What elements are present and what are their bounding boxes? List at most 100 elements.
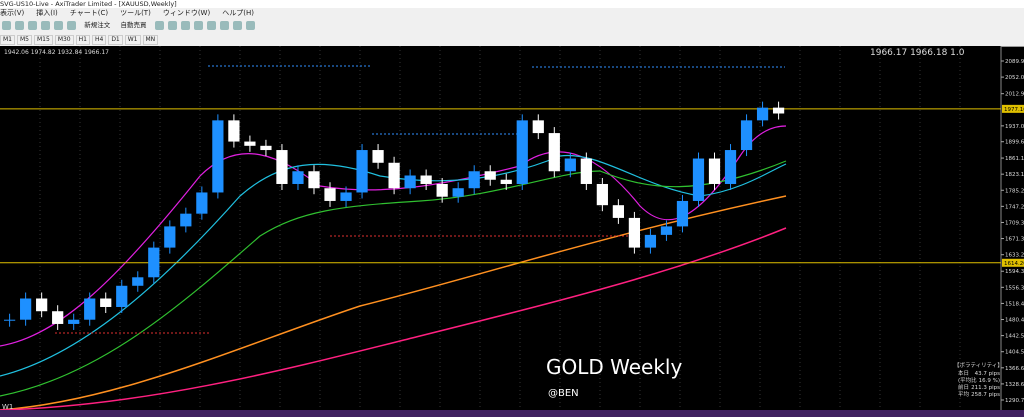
price-label: 1899.65 [1005,140,1024,146]
candle [580,158,592,184]
window-title: SVG-US10-Live - AxiTrader Limited - [XAU… [0,0,177,8]
menu-item[interactable]: 表示(V) [0,9,25,17]
timeframe-button[interactable]: M15 [34,35,53,45]
timeframe-button[interactable]: M5 [17,35,32,45]
icon[interactable] [28,21,37,30]
volatility-label: 本日 [958,369,969,377]
icon[interactable] [154,21,164,30]
timeframe-button[interactable]: M1 [0,35,15,45]
candle [724,150,737,184]
price-label: 2052.00 [1005,75,1024,81]
volatility-label: 前日 [958,383,969,391]
price-label: 1823.15 [1005,172,1024,178]
candle [484,171,496,180]
menu-item[interactable]: ツール(T) [120,9,151,17]
level-label: 1977.10 [1004,107,1024,113]
icon[interactable] [245,21,255,30]
volatility-value: 16.9 %) [979,378,1000,384]
volatility-panel: 【ボラティリティ】本日 43.7 pips(平均比 16.9 %) 前日 211.3 p… [954,361,1003,398]
icon[interactable] [67,21,76,30]
timeframe-label: W1 [2,403,13,411]
candle [116,285,128,307]
timeframe-button[interactable]: H1 [75,35,90,45]
price-label: 1937.00 [1005,124,1024,130]
timeframe-button[interactable]: D1 [108,35,123,45]
price-label: 2012.90 [1005,92,1024,98]
candle [68,319,80,324]
candle [132,277,144,286]
price-label: 1785.20 [1005,188,1024,194]
volatility-value: 258.7 pips [971,392,1000,398]
candle [228,120,240,142]
icon[interactable] [2,21,11,30]
candle [36,298,48,312]
menu-item[interactable]: 挿入(I) [36,9,58,17]
candle [276,150,288,184]
icon[interactable] [219,21,229,30]
timeframe-button[interactable]: W1 [124,35,141,45]
auto-trade-button[interactable]: 自動売買 [120,21,147,29]
price-label: 1671.35 [1005,237,1024,243]
candle [676,200,689,227]
candle [212,120,224,193]
candle [324,188,336,201]
candle [308,171,320,189]
candle [628,217,641,248]
price-label: 1747.25 [1005,204,1024,210]
candle [404,175,416,189]
price-label: 1290.70 [1005,398,1024,404]
icon[interactable] [54,21,63,30]
icon[interactable] [193,21,203,30]
candle [644,234,657,248]
timeframe-button[interactable]: MN [142,35,159,45]
candle [388,162,400,189]
candle [196,192,208,214]
icon[interactable] [180,21,190,30]
icon[interactable] [206,21,216,30]
price-label: 1328.65 [1005,382,1024,388]
icon[interactable] [232,21,242,30]
candle [660,226,673,235]
timeframe-button[interactable]: H4 [91,35,107,45]
ma-line [0,227,787,411]
price-highlight [1002,258,1024,267]
price-label: 2089.95 [1005,59,1024,65]
candle [452,188,464,197]
timeframe-button[interactable]: M30 [54,35,74,45]
candle [100,298,112,307]
candle [436,183,448,197]
volatility-title: 【ボラティリティ】 [954,361,1003,369]
candle [548,133,560,172]
new-order-button[interactable]: 新規注文 [84,21,111,29]
candle [148,247,160,278]
price-label: 1518.40 [1005,301,1024,307]
title-bar: SVG-US10-Live - AxiTrader Limited - [XAU… [0,0,1024,8]
icon[interactable] [167,21,177,30]
icon[interactable] [41,21,50,30]
tab-strip [0,410,1024,417]
chart-background [0,46,1001,410]
bid-ask: 1966.17 1966.18 1.0 [870,48,965,58]
candle [4,319,16,321]
overlay-title: GOLD Weekly [546,355,682,379]
candle [772,107,785,114]
menu-item[interactable]: ウィンドウ(W) [162,9,211,17]
grid [39,46,961,410]
price-label: 1366.60 [1005,366,1024,372]
candle [564,158,576,172]
candle [516,120,528,184]
ma-line [0,160,787,397]
level-label: 1614.20 [1004,261,1024,267]
candle [52,311,64,324]
menu-item[interactable]: ヘルプ(H) [222,9,254,17]
candle [20,298,32,320]
price-label: 1480.45 [1005,318,1024,324]
icon[interactable] [15,21,24,30]
price-label: 1861.10 [1005,156,1024,162]
menu-item[interactable]: チャート(C) [69,9,109,17]
candle [596,183,608,206]
candle [340,192,352,201]
price-label: 1594.30 [1005,269,1024,275]
candle [292,171,304,184]
